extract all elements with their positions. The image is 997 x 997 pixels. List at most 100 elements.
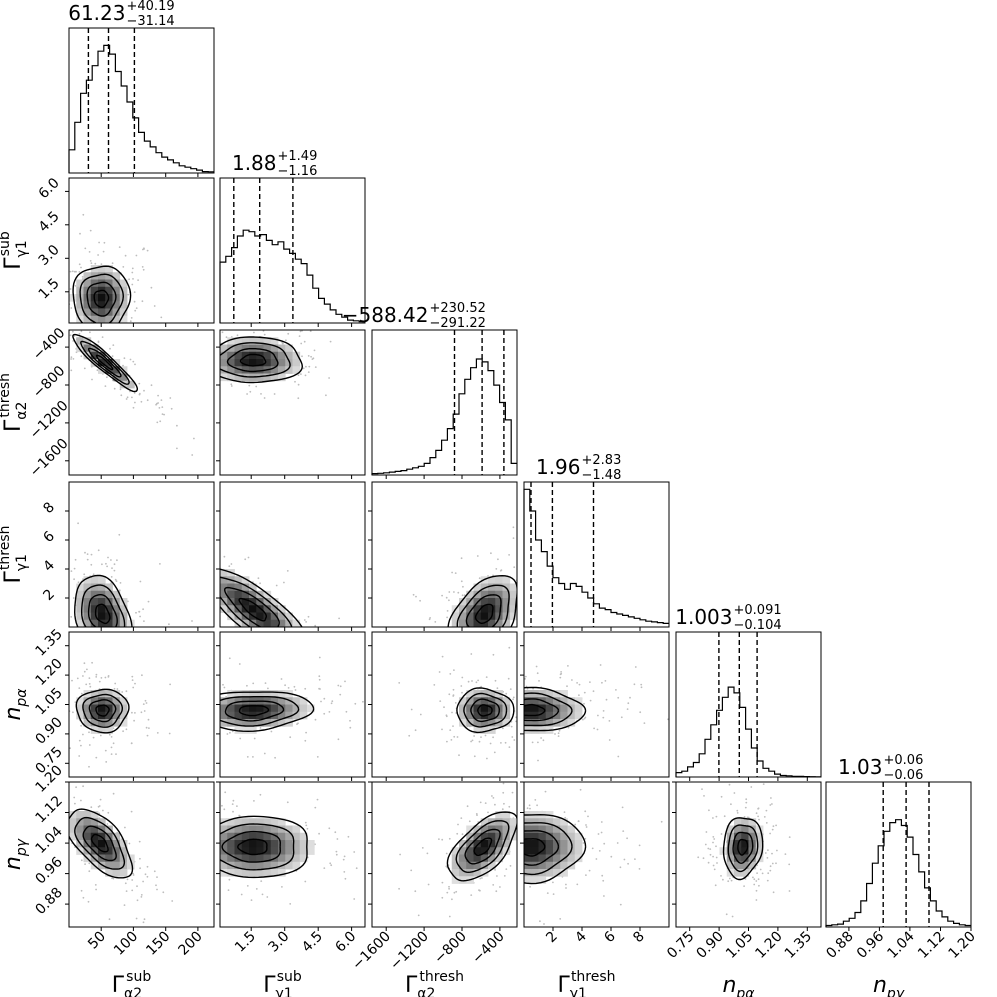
sample-point [89, 229, 92, 232]
sample-point [509, 865, 512, 867]
sample-point [142, 880, 145, 883]
density-cell [241, 583, 250, 592]
density-cell [90, 811, 99, 819]
sample-point [316, 798, 319, 801]
sample-point [153, 305, 156, 307]
sample-point [595, 858, 598, 860]
density-cell [495, 847, 503, 855]
x-tick-label: 100 [111, 929, 141, 959]
sample-point [552, 881, 554, 884]
density-cell [105, 598, 113, 606]
sample-point [427, 724, 429, 726]
sample-point [456, 736, 459, 738]
density-cell [270, 832, 279, 841]
sample-point [448, 599, 450, 602]
sample-point [232, 810, 234, 813]
sample-point [540, 737, 542, 739]
sample-point [725, 913, 728, 916]
sample-point [143, 620, 145, 622]
sample-point [448, 887, 450, 890]
sample-point [301, 628, 303, 630]
density-cell [234, 351, 243, 360]
density-cell [299, 847, 308, 855]
sample-point [473, 735, 475, 737]
sample-point [600, 831, 603, 834]
contour-line [73, 574, 133, 627]
sample-point [59, 710, 61, 712]
sample-point [509, 793, 511, 795]
sample-point [100, 263, 103, 265]
density-cell [278, 697, 286, 705]
sample-point [122, 664, 124, 666]
sample-point [70, 766, 72, 768]
sample-point [157, 394, 160, 397]
sample-point [215, 717, 217, 719]
sample-point [88, 677, 91, 679]
sample-point [230, 385, 233, 387]
density-cell [285, 366, 293, 374]
sample-point [223, 686, 226, 689]
sample-point [179, 844, 181, 846]
sample-point [597, 714, 599, 717]
sample-point [140, 894, 143, 896]
sample-point [80, 724, 82, 727]
sample-point [427, 883, 430, 886]
density-cell [285, 861, 293, 870]
sample-point [83, 573, 86, 576]
density-cell [285, 344, 293, 353]
density-cell [451, 619, 460, 627]
sample-point [601, 681, 603, 684]
sample-point [253, 737, 256, 740]
y-tick-label: 1.5 [36, 275, 63, 302]
sample-point [119, 388, 122, 391]
density-cell [263, 818, 272, 826]
sample-point [443, 706, 445, 709]
sample-point [92, 385, 94, 387]
sample-point [223, 770, 225, 772]
sample-point [160, 316, 163, 319]
density-cell [76, 704, 84, 713]
x-axis-label: Γα2sub [112, 969, 152, 997]
sample-point [328, 377, 330, 379]
sample-point [65, 305, 67, 307]
density-cell [112, 690, 121, 698]
sample-point [709, 848, 712, 850]
sample-point [286, 801, 289, 804]
sample-point [517, 541, 519, 543]
sample-point [471, 739, 474, 742]
sample-point [703, 795, 705, 797]
sample-point [521, 636, 523, 638]
density-cell [249, 861, 257, 870]
x-axis-label: npγ [873, 973, 905, 997]
sample-point [408, 710, 410, 712]
sample-point [528, 676, 530, 678]
density-cell [473, 832, 482, 841]
x-tick-label: 1.05 [723, 929, 756, 962]
sample-point [509, 686, 511, 688]
density-cell [76, 308, 84, 317]
density-cell [270, 598, 279, 606]
sample-point [209, 699, 211, 701]
density-cell [307, 704, 315, 713]
sample-point [73, 796, 76, 799]
sample-point [723, 815, 726, 818]
density-cell [76, 583, 84, 592]
sample-point [197, 589, 199, 591]
density-cell [256, 869, 264, 877]
axis-label-superscript: thresh [0, 525, 13, 570]
density-cell [227, 847, 235, 855]
x-tick-label: 1.04 [884, 928, 917, 961]
contour-line [220, 576, 293, 627]
density-cell [112, 590, 121, 599]
sample-point [200, 826, 202, 828]
sample-point [198, 714, 200, 716]
density-cell [466, 854, 474, 863]
density-cell [234, 847, 243, 855]
density-cell [509, 598, 517, 606]
contour-line [473, 837, 493, 857]
contour-line [86, 281, 117, 317]
axis-label-subscript: γ1 [570, 986, 587, 997]
sample-point [454, 702, 457, 704]
density-panel-3-4 [408, 631, 670, 778]
